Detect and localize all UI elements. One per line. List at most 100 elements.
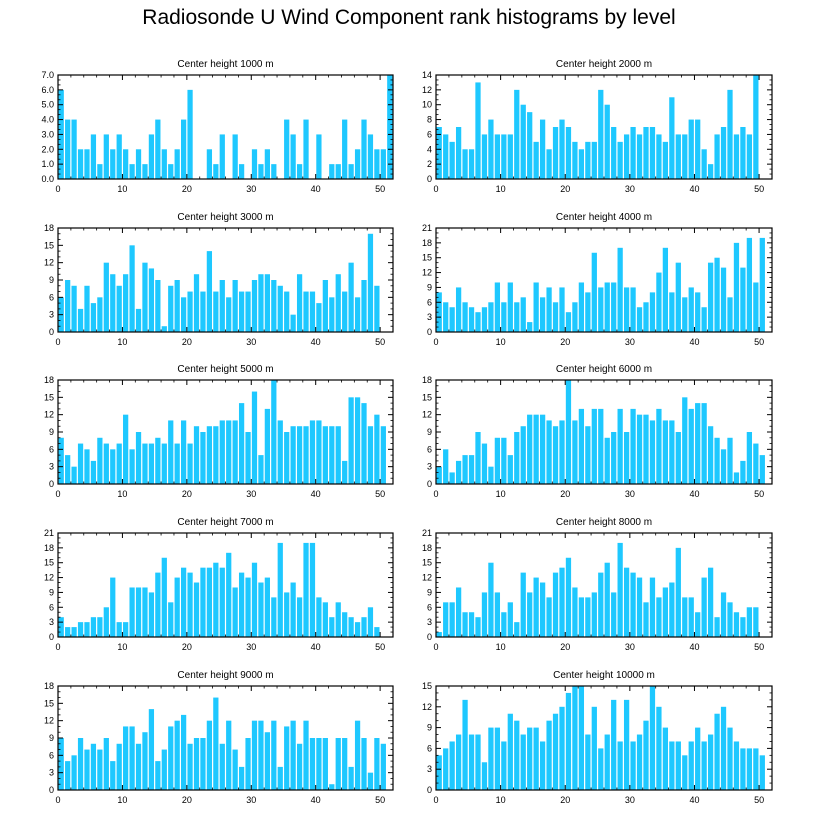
bar bbox=[219, 567, 225, 637]
bar bbox=[746, 134, 753, 179]
y-tick-label: 12 bbox=[422, 410, 432, 420]
bar bbox=[488, 727, 494, 790]
bar bbox=[727, 89, 733, 179]
bar bbox=[123, 414, 129, 484]
bar bbox=[455, 127, 462, 179]
bar bbox=[468, 149, 475, 179]
x-tick-label: 0 bbox=[55, 489, 60, 499]
bar bbox=[559, 420, 565, 484]
bar bbox=[514, 622, 520, 637]
bar bbox=[572, 302, 578, 332]
bar bbox=[443, 134, 449, 179]
bar bbox=[720, 127, 727, 179]
bar bbox=[245, 738, 251, 790]
bar bbox=[84, 449, 90, 484]
bar bbox=[142, 262, 148, 332]
bar bbox=[707, 262, 714, 332]
bar bbox=[611, 127, 617, 179]
bar bbox=[585, 292, 591, 332]
bar bbox=[443, 748, 449, 790]
x-tick-label: 30 bbox=[625, 642, 635, 652]
y-tick-label: 18 bbox=[44, 223, 54, 233]
panel-title: Center height 7000 m bbox=[177, 517, 273, 528]
bar bbox=[335, 738, 341, 790]
bar bbox=[733, 741, 740, 790]
x-tick-label: 40 bbox=[311, 184, 321, 194]
bar bbox=[354, 397, 361, 484]
x-tick-label: 30 bbox=[625, 489, 635, 499]
y-tick-label: 15 bbox=[422, 681, 432, 691]
bar bbox=[142, 164, 148, 179]
bar bbox=[367, 233, 374, 332]
bar bbox=[187, 743, 193, 790]
bar bbox=[539, 414, 546, 484]
bar bbox=[206, 251, 213, 332]
bar bbox=[669, 97, 675, 179]
bar bbox=[277, 766, 283, 790]
bar bbox=[527, 322, 533, 332]
bar bbox=[507, 713, 513, 790]
x-tick-label: 30 bbox=[625, 184, 635, 194]
bar bbox=[753, 443, 759, 484]
y-tick-label: 3 bbox=[49, 617, 54, 627]
bar bbox=[77, 622, 84, 637]
bar bbox=[475, 432, 481, 484]
bar bbox=[475, 734, 481, 790]
bar bbox=[361, 280, 367, 332]
bar bbox=[533, 141, 539, 179]
y-tick-label: 21 bbox=[44, 528, 54, 538]
bar bbox=[688, 287, 694, 332]
bar bbox=[309, 291, 316, 332]
y-tick-label: 0 bbox=[427, 785, 432, 795]
bar bbox=[116, 443, 122, 484]
bar bbox=[565, 312, 572, 332]
bar bbox=[494, 437, 501, 484]
bar bbox=[155, 761, 161, 790]
y-tick-label: 0 bbox=[427, 479, 432, 489]
x-tick-label: 30 bbox=[246, 337, 256, 347]
bar bbox=[296, 164, 303, 179]
x-tick-label: 0 bbox=[55, 795, 60, 805]
x-tick-label: 20 bbox=[182, 184, 192, 194]
bar bbox=[316, 420, 322, 484]
y-tick-label: 0 bbox=[427, 174, 432, 184]
y-tick-label: 15 bbox=[44, 558, 54, 568]
x-tick-label: 30 bbox=[625, 795, 635, 805]
bar bbox=[688, 741, 694, 790]
bar bbox=[232, 280, 238, 332]
x-tick-label: 30 bbox=[246, 184, 256, 194]
bar bbox=[123, 622, 129, 637]
bar bbox=[436, 127, 442, 179]
bar bbox=[161, 443, 167, 484]
bar bbox=[84, 749, 90, 790]
bar bbox=[168, 164, 174, 179]
bar bbox=[161, 149, 167, 179]
bar bbox=[669, 420, 675, 484]
y-tick-label: 0 bbox=[427, 632, 432, 642]
bar bbox=[148, 443, 155, 484]
y-tick-label: 6 bbox=[49, 444, 54, 454]
bar bbox=[462, 699, 468, 790]
bar bbox=[695, 403, 701, 484]
bar bbox=[296, 426, 303, 484]
bar bbox=[161, 326, 167, 332]
bar bbox=[322, 426, 328, 484]
bar bbox=[688, 119, 694, 179]
bar bbox=[598, 572, 604, 637]
y-tick-label: 9 bbox=[49, 427, 54, 437]
bar bbox=[462, 302, 468, 332]
y-tick-label: 3 bbox=[49, 310, 54, 320]
bar bbox=[238, 403, 245, 484]
bar bbox=[335, 274, 341, 332]
bar bbox=[65, 627, 71, 637]
x-tick-label: 0 bbox=[433, 184, 438, 194]
bar bbox=[97, 437, 103, 484]
bar bbox=[546, 720, 552, 790]
bar bbox=[520, 297, 526, 332]
bar bbox=[123, 726, 129, 790]
bar bbox=[226, 297, 232, 332]
bar bbox=[636, 134, 643, 179]
bar bbox=[303, 542, 309, 637]
bar bbox=[271, 720, 277, 790]
bar bbox=[623, 567, 630, 637]
